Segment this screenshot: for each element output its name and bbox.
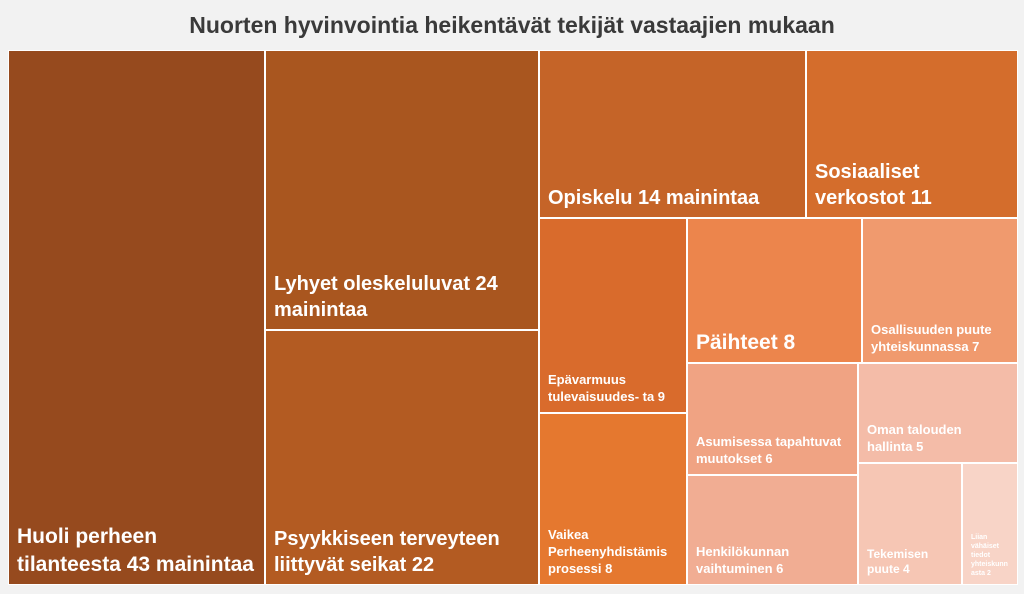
treemap-tile-label: Huoli perheen tilanteesta 43 mainintaa	[17, 525, 254, 576]
treemap-tile-label: Psyykkiseen terveyteen liittyvät seikat …	[274, 528, 500, 576]
treemap-tile-label: Vaikea Perheenyhdistämisprosessi 8	[548, 527, 668, 577]
treemap-tile-huoli-perheen-tilanteesta: Huoli perheen tilanteesta 43 mainintaa	[8, 50, 265, 585]
treemap-tile-psyykkinen-terveys: Psyykkiseen terveyteen liittyvät seikat …	[265, 330, 539, 585]
treemap-tile-label: Tekemisen puute 4	[867, 546, 929, 577]
treemap-tile-oman-talouden-hallinta: Oman talouden hallinta 5	[858, 363, 1018, 463]
treemap-tile-label: Liian vähäiset tiedot yhteiskunnasta 2	[971, 533, 1008, 577]
chart-title: Nuorten hyvinvointia heikentävät tekijät…	[189, 11, 835, 38]
treemap-tile-label: Epävarmuus tulevaisuudes- ta 9	[548, 372, 666, 405]
treemap-tile-tekemisen-puute: Tekemisen puute 4	[858, 463, 962, 585]
treemap-tile-label: Sosiaaliset verkostot 11	[815, 161, 932, 209]
treemap-tile-label: Oman talouden hallinta 5	[867, 422, 962, 455]
treemap-tile-label: Asumisessa tapahtuvat muutokset 6	[696, 434, 842, 467]
treemap-tile-opiskelu: Opiskelu 14 mainintaa	[539, 50, 806, 218]
treemap: Huoli perheen tilanteesta 43 mainintaa Ly…	[8, 50, 1018, 585]
treemap-tile-label: Osallisuuden puute yhteiskunnassa 7	[871, 322, 992, 355]
treemap-tile-henkilokunnan-vaihtuminen: Henkilökunnan vaihtuminen 6	[687, 475, 858, 585]
treemap-tile-osallisuuden-puute: Osallisuuden puute yhteiskunnassa 7	[862, 218, 1018, 363]
treemap-tile-sosiaaliset-verkostot: Sosiaaliset verkostot 11	[806, 50, 1018, 218]
treemap-tile-perheenyhdistamisprosessi: Vaikea Perheenyhdistämisprosessi 8	[539, 413, 687, 585]
treemap-tile-label: Opiskelu 14 mainintaa	[548, 187, 760, 209]
treemap-tile-paihteet: Päihteet 8	[687, 218, 862, 363]
treemap-tile-label: Lyhyet oleskeluluvat 24 mainintaa	[274, 273, 498, 321]
treemap-tile-label: Henkilökunnan vaihtuminen 6	[696, 544, 790, 577]
treemap-tile-lyhyet-oleskeluluvat: Lyhyet oleskeluluvat 24 mainintaa	[265, 50, 539, 330]
treemap-tile-vahaiset-tiedot: Liian vähäiset tiedot yhteiskunnasta 2	[962, 463, 1018, 585]
treemap-tile-label: Päihteet 8	[696, 330, 796, 354]
treemap-tile-epavarmuus-tulevaisuudesta: Epävarmuus tulevaisuudes- ta 9	[539, 218, 687, 413]
treemap-tile-asumisen-muutokset: Asumisessa tapahtuvat muutokset 6	[687, 363, 858, 475]
